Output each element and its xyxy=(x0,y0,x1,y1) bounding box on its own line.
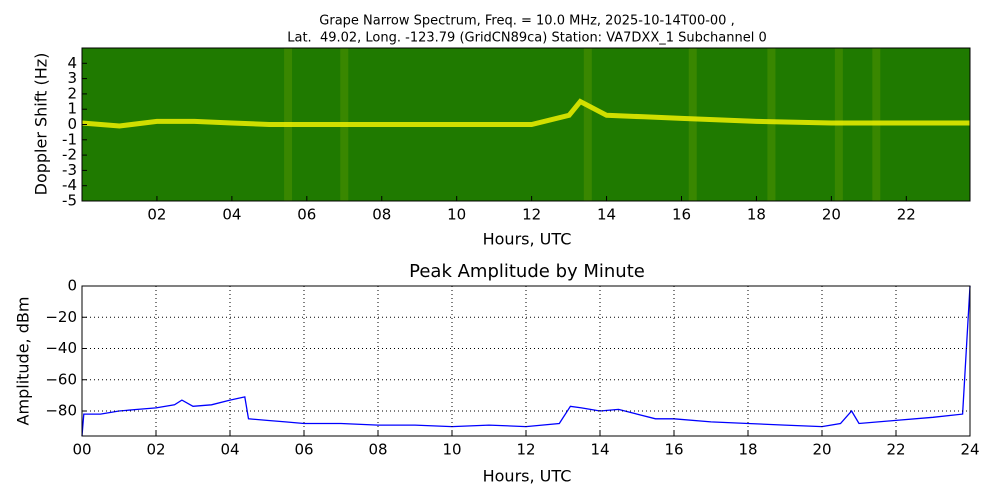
y-tick-label: −80 xyxy=(45,402,77,420)
x-tick-label: 22 xyxy=(886,441,905,459)
amplitude-line xyxy=(81,285,971,437)
noise-stripe xyxy=(767,48,776,201)
x-axis-label: Hours, UTC xyxy=(483,230,572,249)
doppler-trace xyxy=(81,98,970,129)
x-tick-label: 02 xyxy=(146,441,165,459)
y-tick-label: 3 xyxy=(67,69,77,87)
x-tick-label: 12 xyxy=(522,206,541,224)
y-tick-label: −20 xyxy=(45,308,77,326)
y-tick-label: −40 xyxy=(45,339,77,357)
x-tick-label: 14 xyxy=(597,206,616,224)
y-axis-label: Amplitude, dBm xyxy=(14,297,33,426)
x-tick-label: 04 xyxy=(222,206,241,224)
x-tick-label: 20 xyxy=(812,441,831,459)
y-tick-label: -3 xyxy=(62,161,77,179)
x-tick-label: 18 xyxy=(747,206,766,224)
x-axis-label: Hours, UTC xyxy=(483,467,572,486)
y-tick-label: 4 xyxy=(67,54,77,72)
x-tick-label: 06 xyxy=(294,441,313,459)
y-tick-label: 2 xyxy=(67,84,77,102)
x-tick-label: 08 xyxy=(372,206,391,224)
noise-stripe xyxy=(688,48,697,201)
y-tick-label: -1 xyxy=(62,130,77,148)
y-tick-label: -5 xyxy=(62,192,77,210)
x-tick-label: 00 xyxy=(72,441,91,459)
y-tick-label: -4 xyxy=(62,176,77,194)
y-axis-label: Doppler Shift (Hz) xyxy=(32,53,51,196)
x-tick-label: 08 xyxy=(368,441,387,459)
x-tick-label: 10 xyxy=(447,206,466,224)
x-tick-label: 24 xyxy=(960,441,979,459)
x-tick-label: 14 xyxy=(590,441,609,459)
x-tick-label: 02 xyxy=(147,206,166,224)
plot-frame xyxy=(81,285,971,437)
x-tick-label: 10 xyxy=(442,441,461,459)
x-tick-label: 12 xyxy=(516,441,535,459)
x-tick-label: 16 xyxy=(664,441,683,459)
y-tick-label: −60 xyxy=(45,370,77,388)
x-tick-label: 16 xyxy=(672,206,691,224)
x-tick-label: 06 xyxy=(297,206,316,224)
chart-title: Peak Amplitude by Minute xyxy=(409,261,645,282)
y-tick-label: 0 xyxy=(67,277,77,295)
x-tick-label: 18 xyxy=(738,441,757,459)
x-tick-label: 04 xyxy=(220,441,239,459)
y-tick-label: -2 xyxy=(62,146,77,164)
chart-subtitle: Lat. 49.02, Long. -123.79 (GridCN89ca) S… xyxy=(287,31,767,46)
noise-stripe xyxy=(583,48,592,201)
x-tick-label: 20 xyxy=(822,206,841,224)
y-tick-label: 1 xyxy=(67,100,77,118)
y-tick-label: 0 xyxy=(67,115,77,133)
x-tick-label: 22 xyxy=(897,206,916,224)
chart-title: Grape Narrow Spectrum, Freq. = 10.0 MHz,… xyxy=(319,14,734,29)
